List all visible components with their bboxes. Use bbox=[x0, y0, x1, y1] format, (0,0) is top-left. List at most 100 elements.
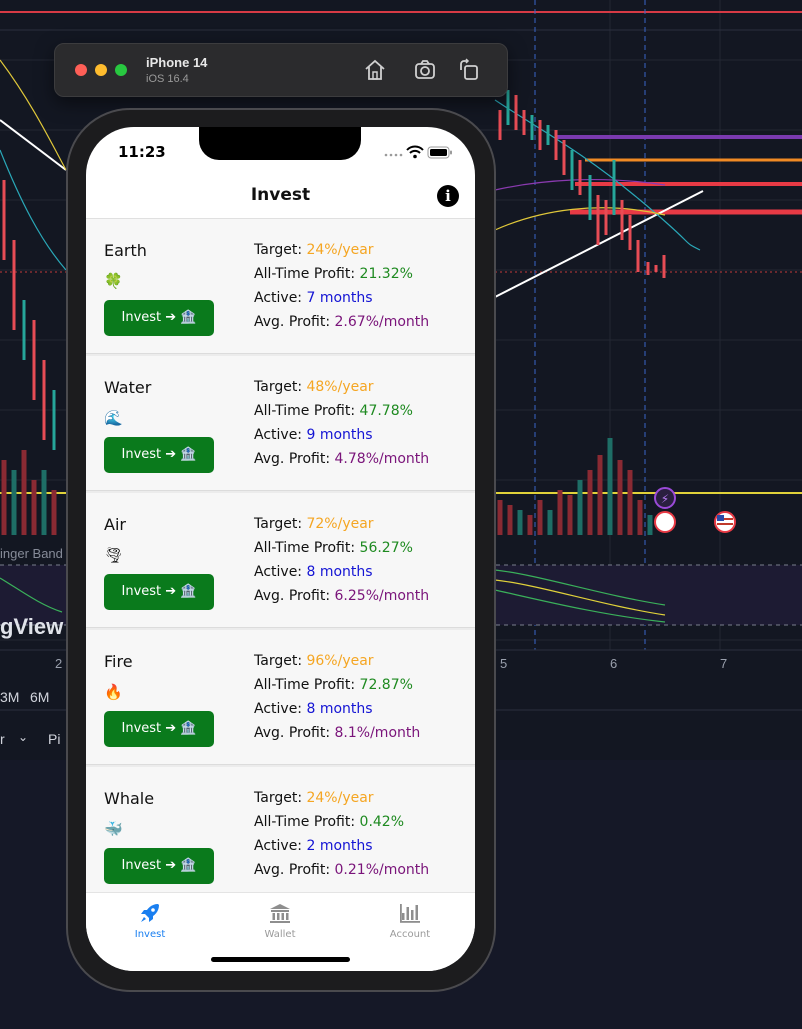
tab-account[interactable]: Account bbox=[360, 901, 460, 940]
invest-button[interactable]: Invest ➔ 🏦 bbox=[104, 848, 214, 884]
active-value: 8 months bbox=[306, 564, 373, 580]
watermark-text: gView bbox=[0, 614, 64, 639]
clover-icon: 🍀 bbox=[104, 272, 123, 290]
profit-value: 0.42% bbox=[359, 814, 405, 830]
target-value: 96%/year bbox=[306, 653, 374, 669]
chevron-down-icon[interactable]: ⌄ bbox=[18, 730, 29, 744]
avg-label: Avg. Profit: bbox=[254, 451, 335, 467]
target-value: 72%/year bbox=[306, 516, 374, 532]
zoom-window-button[interactable] bbox=[115, 64, 127, 76]
timeframe-3m[interactable]: 3M bbox=[0, 689, 20, 705]
avg-value: 6.25%/month bbox=[334, 588, 430, 604]
tornado-icon: 🌪 bbox=[104, 546, 124, 564]
card-name: Earth bbox=[104, 241, 147, 260]
active-value: 8 months bbox=[306, 701, 373, 717]
active-value: 2 months bbox=[306, 838, 373, 854]
profit-value: 72.87% bbox=[359, 677, 413, 693]
avg-value: 2.67%/month bbox=[334, 314, 430, 330]
profit-value: 47.78% bbox=[359, 403, 413, 419]
avg-label: Avg. Profit: bbox=[254, 314, 335, 330]
screenshot-icon[interactable] bbox=[413, 58, 437, 82]
profit-label: All-Time Profit: bbox=[254, 403, 360, 419]
avg-label: Avg. Profit: bbox=[254, 862, 335, 878]
avg-value: 0.21%/month bbox=[334, 862, 430, 878]
info-icon[interactable]: i bbox=[437, 185, 459, 207]
profit-value: 21.32% bbox=[359, 266, 413, 282]
active-value: 9 months bbox=[306, 427, 373, 443]
target-label: Target: bbox=[254, 379, 307, 395]
active-label: Active: bbox=[254, 838, 307, 854]
invest-list[interactable]: Earth 🍀 Invest ➔ 🏦 Target: 24%/year All-… bbox=[86, 219, 475, 892]
invest-card: Whale 🐳 Invest ➔ 🏦 Target: 24%/year All-… bbox=[86, 767, 475, 892]
tab-label: Wallet bbox=[264, 929, 296, 940]
status-icons bbox=[384, 145, 452, 159]
card-name: Fire bbox=[104, 652, 133, 671]
simulator-toolbar: iPhone 14 iOS 16.4 bbox=[54, 43, 508, 97]
avg-value: 4.78%/month bbox=[334, 451, 430, 467]
whale-icon: 🐳 bbox=[104, 820, 123, 838]
invest-card: Water 🌊 Invest ➔ 🏦 Target: 48%/year All-… bbox=[86, 356, 475, 491]
invest-button[interactable]: Invest ➔ 🏦 bbox=[104, 574, 214, 610]
close-window-button[interactable] bbox=[75, 64, 87, 76]
active-label: Active: bbox=[254, 564, 307, 580]
target-label: Target: bbox=[254, 790, 307, 806]
active-label: Active: bbox=[254, 701, 307, 717]
card-stats: Target: 24%/year All-Time Profit: 0.42% … bbox=[254, 789, 429, 885]
device-name: iPhone 14 bbox=[146, 55, 208, 70]
profit-value: 56.27% bbox=[359, 540, 413, 556]
nav-divider bbox=[86, 218, 475, 219]
indicator-label: inger Band bbox=[0, 546, 63, 561]
minimize-window-button[interactable] bbox=[95, 64, 107, 76]
active-label: Active: bbox=[254, 290, 307, 306]
card-name: Air bbox=[104, 515, 126, 534]
home-indicator bbox=[211, 957, 350, 962]
avg-label: Avg. Profit: bbox=[254, 725, 335, 741]
signal-icon bbox=[384, 153, 403, 157]
rotate-icon[interactable] bbox=[457, 58, 481, 82]
tab-invest[interactable]: Invest bbox=[100, 901, 200, 940]
x-axis-label: 5 bbox=[500, 656, 508, 671]
target-label: Target: bbox=[254, 242, 307, 258]
target-label: Target: bbox=[254, 516, 307, 532]
profit-label: All-Time Profit: bbox=[254, 540, 360, 556]
card-stats: Target: 48%/year All-Time Profit: 47.78%… bbox=[254, 378, 429, 474]
timeframe-6m[interactable]: 6M bbox=[30, 689, 50, 705]
home-icon[interactable] bbox=[363, 58, 387, 82]
card-name: Water bbox=[104, 378, 152, 397]
target-label: Target: bbox=[254, 653, 307, 669]
page-title: Invest bbox=[250, 185, 311, 205]
profit-label: All-Time Profit: bbox=[254, 814, 360, 830]
battery-icon bbox=[427, 146, 452, 159]
invest-button[interactable]: Invest ➔ 🏦 bbox=[104, 437, 214, 473]
wifi-icon bbox=[406, 145, 424, 159]
invest-card: Fire 🔥 Invest ➔ 🏦 Target: 96%/year All-T… bbox=[86, 630, 475, 765]
target-value: 24%/year bbox=[306, 790, 374, 806]
fire-icon: 🔥 bbox=[104, 683, 123, 701]
tab-wallet[interactable]: Wallet bbox=[230, 901, 330, 940]
invest-card: Air 🌪 Invest ➔ 🏦 Target: 72%/year All-Ti… bbox=[86, 493, 475, 628]
card-name: Whale bbox=[104, 789, 155, 808]
rocket-icon bbox=[141, 904, 159, 922]
profit-label: All-Time Profit: bbox=[254, 266, 360, 282]
x-axis-label: 7 bbox=[720, 656, 728, 671]
wave-icon: 🌊 bbox=[104, 409, 123, 427]
toolbar-item[interactable]: Pi bbox=[48, 731, 61, 747]
phone-screen: 11:23 Invest i Earth 🍀 Invest ➔ 🏦 Target… bbox=[86, 127, 475, 971]
tab-label: Account bbox=[389, 929, 431, 940]
svg-text:⚡: ⚡ bbox=[661, 492, 669, 506]
notch bbox=[199, 127, 361, 160]
card-stats: Target: 24%/year All-Time Profit: 21.32%… bbox=[254, 241, 429, 337]
invest-button[interactable]: Invest ➔ 🏦 bbox=[104, 300, 214, 336]
profit-label: All-Time Profit: bbox=[254, 677, 360, 693]
active-label: Active: bbox=[254, 427, 307, 443]
x-axis-label: 2 bbox=[55, 656, 63, 671]
avg-label: Avg. Profit: bbox=[254, 588, 335, 604]
x-axis-label: 6 bbox=[610, 656, 618, 671]
active-value: 7 months bbox=[306, 290, 373, 306]
invest-button[interactable]: Invest ➔ 🏦 bbox=[104, 711, 214, 747]
card-stats: Target: 96%/year All-Time Profit: 72.87%… bbox=[254, 652, 420, 748]
avg-value: 8.1%/month bbox=[334, 725, 421, 741]
invest-card: Earth 🍀 Invest ➔ 🏦 Target: 24%/year All-… bbox=[86, 219, 475, 354]
target-value: 48%/year bbox=[306, 379, 374, 395]
toolbar-item[interactable]: r bbox=[0, 731, 5, 747]
